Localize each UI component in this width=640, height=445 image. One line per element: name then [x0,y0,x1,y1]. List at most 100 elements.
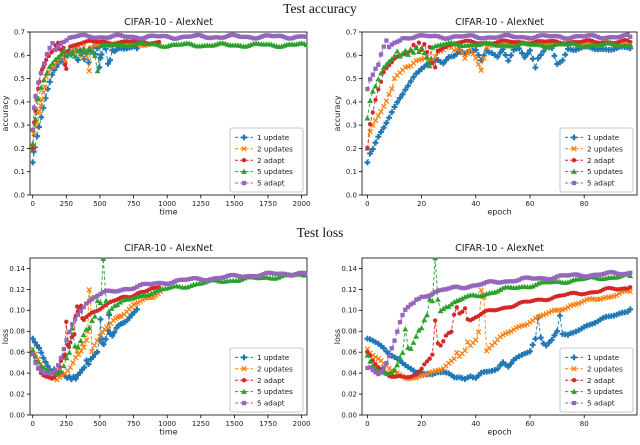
svg-text:0.04: 0.04 [341,370,357,378]
svg-text:0.06: 0.06 [341,349,357,357]
svg-text:0: 0 [30,420,34,428]
section-title-accuracy: Test accuracy [283,1,357,16]
svg-text:750: 750 [127,420,140,428]
legend-label: 2 updates [257,144,293,153]
axes-frame [361,31,638,196]
series-5-adapt [30,32,308,132]
svg-text:60: 60 [526,200,535,208]
svg-text:0.7: 0.7 [14,28,25,36]
legend-label: 2 adapt [257,156,285,165]
chart-test-loss-vs-time: CIFAR-10 - AlexNet 0 250 500 750 1000 1250 1500… [0,222,320,445]
legend-label: 2 adapt [587,156,615,165]
svg-text:0: 0 [30,200,34,208]
svg-text:20: 20 [417,420,426,428]
svg-text:1000: 1000 [158,200,176,208]
svg-text:500: 500 [93,420,106,428]
svg-text:0: 0 [365,200,369,208]
svg-text:2000: 2000 [293,420,311,428]
svg-text:0.12: 0.12 [9,286,25,294]
legend-label: 1 update [587,133,620,142]
svg-text:1500: 1500 [225,420,243,428]
legend-box [229,127,304,193]
chart-test-loss-vs-epoch: CIFAR-10 - AlexNet 0 20 40 60 80 epoch 0.00 0.02… [320,222,640,445]
legend-box [559,347,634,413]
svg-text:0.3: 0.3 [346,122,357,130]
svg-text:0.14: 0.14 [9,265,25,273]
y-axis: 0.00 0.02 0.04 0.06 0.08 0.10 0.12 0.14 loss [333,265,362,419]
plot-loss-epoch: CIFAR-10 - AlexNet 0 20 40 60 80 epoch 0.00 0.02… [333,243,638,437]
svg-text:0.00: 0.00 [341,411,357,419]
svg-text:0.3: 0.3 [14,122,25,130]
svg-text:0.08: 0.08 [9,328,25,336]
section-title-loss: Test loss [296,225,344,240]
series-5-adapt [365,269,633,377]
legend-label: 5 adapt [257,399,285,408]
svg-text:0.12: 0.12 [341,286,357,294]
legend-label: 5 updates [587,387,623,396]
svg-text:0.1: 0.1 [346,168,357,176]
legend-label: 1 update [257,353,290,362]
svg-text:0.2: 0.2 [346,145,357,153]
svg-text:0.0: 0.0 [14,191,25,199]
svg-text:20: 20 [417,200,426,208]
svg-text:1500: 1500 [225,200,243,208]
svg-text:40: 40 [471,420,480,428]
legend-label: 5 updates [257,167,293,176]
y-axis-label: loss [1,329,10,344]
svg-text:250: 250 [60,420,73,428]
svg-text:500: 500 [93,200,106,208]
legend-box [559,127,634,193]
x-axis: 0 250 500 750 1000 1250 1500 1750 2000 time [30,415,311,437]
svg-text:0.00: 0.00 [9,411,25,419]
legend-label: 2 updates [587,144,623,153]
legend: 1 update 2 updates 2 adapt 5 updates 5 adapt [229,347,304,413]
plot-loss-time: CIFAR-10 - AlexNet 0 250 500 750 1000 1250 1500… [1,243,311,437]
svg-text:0.04: 0.04 [9,370,25,378]
svg-text:80: 80 [580,200,589,208]
svg-text:1250: 1250 [192,200,210,208]
svg-text:0.4: 0.4 [346,98,358,106]
legend-label: 2 updates [257,364,293,373]
svg-text:0.5: 0.5 [14,75,25,83]
legend-box [229,347,304,413]
svg-text:0.2: 0.2 [14,145,25,153]
series-5-updates [29,40,308,147]
legend-label: 1 update [257,133,290,142]
legend-label: 5 adapt [587,179,615,188]
plot-title: CIFAR-10 - AlexNet [124,243,213,254]
legend: 1 update 2 updates 2 adapt 5 updates 5 adapt [559,127,634,193]
y-axis-label: accuracy [333,95,342,131]
series-2-adapt [365,285,633,380]
svg-text:250: 250 [60,200,73,208]
axes-frame [29,257,308,416]
svg-text:2000: 2000 [293,200,311,208]
svg-text:40: 40 [471,200,480,208]
svg-text:0.08: 0.08 [341,328,357,336]
legend-label: 2 adapt [587,376,615,385]
svg-text:0.5: 0.5 [346,75,357,83]
svg-text:0.4: 0.4 [14,98,26,106]
legend-label: 1 update [587,353,620,362]
legend: 1 update 2 updates 2 adapt 5 updates 5 adapt [229,127,304,193]
svg-text:0.02: 0.02 [9,391,25,399]
x-axis-label: epoch [487,428,511,437]
x-axis: 0 20 40 60 80 epoch [365,195,589,217]
svg-text:0.6: 0.6 [14,52,26,60]
svg-text:1750: 1750 [259,420,277,428]
plot-acc-time: CIFAR-10 - AlexNet 0 250 500 750 1000 1250 1500… [1,17,311,217]
svg-text:80: 80 [580,420,589,428]
svg-text:0: 0 [365,420,369,428]
y-axis-label: accuracy [1,95,10,131]
svg-text:0.10: 0.10 [9,307,25,315]
axes-frame [29,31,308,196]
x-axis: 0 20 40 60 80 epoch [365,415,589,437]
series-5-adapt [30,270,308,376]
svg-text:60: 60 [526,420,535,428]
svg-text:750: 750 [127,200,140,208]
series-5-adapt [365,32,633,92]
y-axis-label: loss [333,329,342,344]
y-axis: 0.0 0.1 0.2 0.3 0.4 0.5 0.6 0.7 accuracy [1,28,30,199]
series-1-update [364,306,634,382]
